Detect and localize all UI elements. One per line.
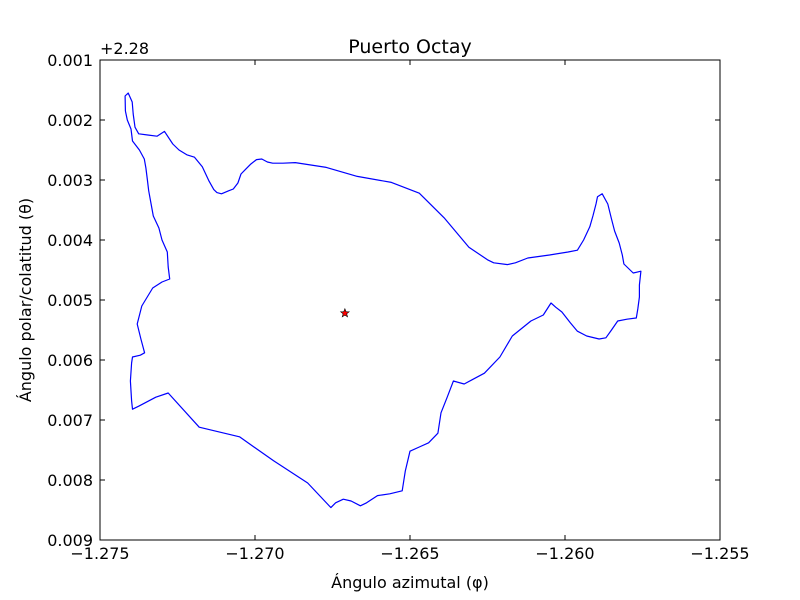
x-tick-label: −1.275 (70, 544, 129, 563)
plot-frame (99, 59, 721, 541)
x-tick-label: −1.255 (690, 544, 749, 563)
y-tick-label: 0.003 (47, 171, 93, 190)
y-tick-label: 0.006 (47, 351, 93, 370)
y-offset-label: +2.28 (100, 39, 149, 58)
y-tick-label: 0.007 (47, 411, 93, 430)
x-tick-label: −1.270 (225, 544, 284, 563)
star-marker (339, 307, 350, 318)
y-tick-label: 0.008 (47, 471, 93, 490)
x-tick-label: −1.265 (380, 544, 439, 563)
y-tick-label: 0.005 (47, 291, 93, 310)
x-axis-label: Ángulo azimutal (φ) (331, 573, 489, 592)
y-tick-label: 0.002 (47, 111, 93, 130)
y-tick-label: 0.004 (47, 231, 93, 250)
y-axis-ticks: 0.001 0.002 0.003 0.004 0.005 0.006 0.007 0.008… (47, 51, 720, 550)
x-axis-ticks: −1.275 −1.270 −1.265 −1.260 −1.255 (70, 60, 750, 563)
y-tick-label: 0.009 (47, 531, 93, 550)
y-tick-label: 0.001 (47, 51, 93, 70)
x-tick-label: −1.260 (535, 544, 594, 563)
y-axis-label: Ángulo polar/colatitud (θ) (16, 198, 35, 402)
series-layer (124, 92, 642, 509)
chart-title: Puerto Octay (348, 36, 472, 58)
boundary-line (124, 92, 642, 509)
